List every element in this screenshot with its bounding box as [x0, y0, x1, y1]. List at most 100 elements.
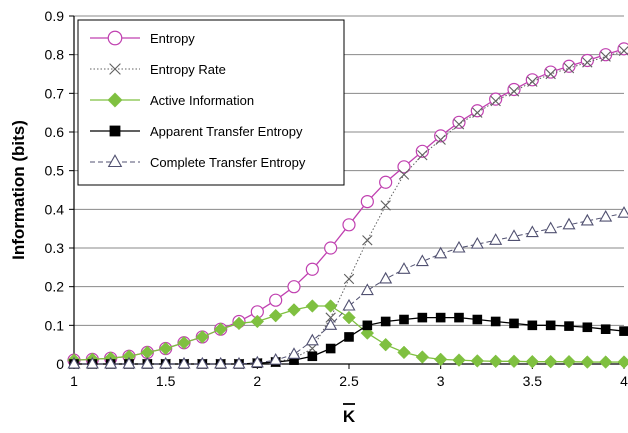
y-axis-title: Information (bits)	[9, 120, 28, 260]
data-point	[362, 235, 373, 246]
data-point	[289, 355, 299, 365]
data-point	[490, 95, 501, 107]
data-point	[417, 150, 428, 161]
x-tick-label: 3.5	[523, 373, 543, 389]
data-point	[397, 160, 411, 174]
data-point	[305, 299, 320, 313]
legend: Entropy Entropy Rate Active Information App…	[77, 19, 345, 186]
data-point	[454, 312, 464, 323]
legend-label: Entropy	[150, 31, 195, 46]
data-point	[489, 233, 503, 245]
x-ticks: 1 1.5 2 2.5 3 3.5 4	[70, 364, 628, 389]
data-point	[107, 92, 123, 108]
x-tick-label: 2	[253, 373, 261, 389]
data-point	[507, 82, 521, 97]
data-point	[362, 320, 373, 331]
x-tick-label: 3	[437, 373, 445, 389]
y-tick-label: 0.6	[45, 124, 65, 140]
data-point	[545, 68, 556, 80]
data-point	[508, 86, 520, 97]
legend-label: Active Information	[150, 93, 254, 108]
legend-label: Entropy Rate	[150, 62, 226, 77]
data-point	[544, 221, 558, 234]
data-point	[470, 354, 485, 368]
y-ticks: 0 0.1 0.2 0.3 0.4 0.5 0.6 0.7 0.8 0.9	[45, 8, 74, 372]
data-point	[109, 125, 121, 137]
data-point	[323, 299, 338, 313]
data-point	[563, 63, 575, 74]
y-tick-label: 0.3	[45, 240, 65, 256]
data-point	[177, 335, 191, 350]
data-point	[525, 354, 540, 369]
data-point	[399, 314, 409, 325]
data-point	[543, 354, 558, 369]
data-point	[580, 53, 594, 68]
data-point	[434, 246, 448, 259]
legend-item: Complete Transfer Entropy	[90, 154, 306, 170]
data-point	[107, 30, 123, 46]
data-point	[470, 104, 484, 118]
data-point	[509, 318, 519, 329]
y-tick-label: 0.2	[45, 279, 65, 295]
series-complete-transfer-entropy	[67, 206, 628, 369]
data-point	[344, 332, 354, 342]
data-point	[380, 200, 391, 211]
y-tick-label: 0.7	[45, 85, 65, 101]
data-point	[452, 115, 466, 129]
data-point	[158, 341, 173, 356]
data-point	[325, 343, 336, 354]
y-tick-label: 0.5	[45, 163, 65, 179]
data-point	[122, 356, 136, 369]
data-point	[417, 312, 428, 323]
y-tick-label: 0.8	[45, 47, 65, 63]
data-point	[435, 134, 446, 145]
data-point	[470, 237, 484, 249]
data-point	[507, 354, 521, 369]
data-point	[287, 303, 301, 317]
data-point	[360, 195, 374, 209]
data-point	[415, 144, 429, 158]
data-point	[453, 119, 465, 130]
data-point	[343, 273, 355, 285]
data-point	[268, 308, 283, 323]
data-point	[619, 326, 628, 336]
x-tick-label: 1	[70, 373, 78, 389]
data-point	[415, 254, 429, 267]
data-point	[269, 293, 283, 307]
legend-item: Apparent Transfer Entropy	[90, 124, 303, 139]
data-point	[415, 350, 430, 364]
legend-item: Entropy Rate	[90, 62, 226, 77]
data-point	[250, 314, 265, 329]
data-point	[525, 73, 539, 87]
data-point	[488, 354, 503, 369]
y-tick-label: 0.9	[45, 8, 65, 24]
x-tick-label: 1.5	[156, 373, 176, 389]
data-point	[379, 271, 393, 284]
data-point	[380, 316, 391, 327]
data-point	[104, 356, 118, 369]
data-point	[379, 175, 393, 189]
legend-item: Entropy	[90, 30, 195, 46]
data-point	[490, 316, 501, 327]
data-point	[598, 355, 613, 369]
data-point	[452, 240, 466, 253]
data-point	[67, 356, 81, 369]
legend-box	[77, 19, 345, 186]
data-point	[527, 76, 538, 87]
data-point	[525, 225, 539, 238]
data-point	[618, 45, 628, 56]
data-point	[177, 356, 191, 369]
data-point	[507, 229, 521, 241]
data-point	[562, 354, 576, 369]
data-point	[433, 352, 448, 367]
data-point	[140, 356, 154, 369]
data-point	[599, 48, 613, 62]
data-point	[232, 356, 246, 369]
data-point	[435, 312, 446, 323]
data-point	[397, 262, 411, 274]
data-point	[472, 314, 483, 325]
data-point	[307, 351, 318, 362]
data-point	[305, 333, 319, 346]
data-point	[342, 310, 356, 325]
